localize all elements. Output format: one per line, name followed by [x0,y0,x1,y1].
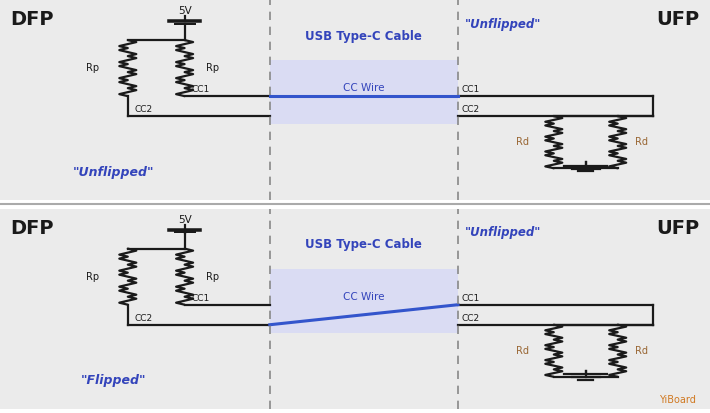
Text: Rp: Rp [206,63,219,73]
Text: Rd: Rd [635,346,648,356]
Text: YiBoard: YiBoard [659,395,696,405]
Text: CC Wire: CC Wire [343,292,385,302]
Text: CC1: CC1 [192,294,210,303]
Text: CC1: CC1 [462,85,480,94]
Text: Rp: Rp [87,63,99,73]
Bar [270,268,458,333]
Text: CC2: CC2 [462,314,480,323]
Bar [270,60,458,124]
Text: Rp: Rp [206,272,219,282]
Text: "Flipped": "Flipped" [81,374,146,387]
Text: "Unflipped": "Unflipped" [465,17,542,31]
Text: CC Wire: CC Wire [343,83,385,93]
Text: DFP: DFP [11,10,54,29]
Text: Rd: Rd [516,137,529,147]
Text: "Unflipped": "Unflipped" [73,166,154,179]
Text: UFP: UFP [656,10,699,29]
Text: DFP: DFP [11,218,54,237]
Text: CC1: CC1 [192,85,210,94]
Text: Rp: Rp [87,272,99,282]
Text: Rd: Rd [516,346,529,356]
Text: CC1: CC1 [462,294,480,303]
Text: 5V: 5V [178,6,192,16]
Text: USB Type-C Cable: USB Type-C Cable [305,238,422,251]
Text: "Unflipped": "Unflipped" [465,226,542,239]
Text: CC2: CC2 [462,105,480,114]
Text: UFP: UFP [656,218,699,237]
Text: USB Type-C Cable: USB Type-C Cable [305,30,422,43]
Text: 5V: 5V [178,215,192,225]
Text: Rd: Rd [635,137,648,147]
Text: CC2: CC2 [135,314,153,323]
Text: CC2: CC2 [135,105,153,114]
